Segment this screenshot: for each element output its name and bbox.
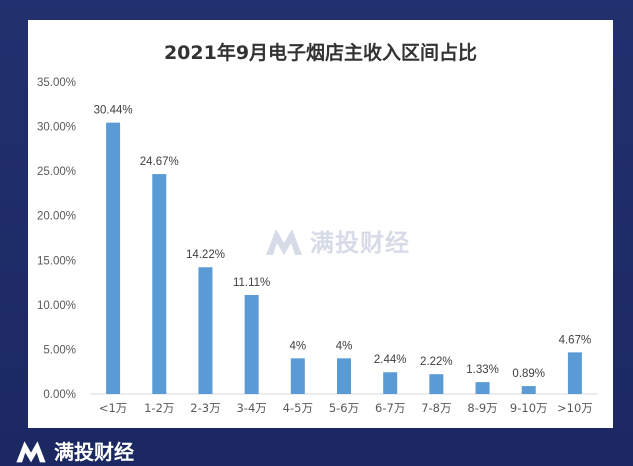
- bar: [337, 358, 351, 394]
- x-tick-label: 4-5万: [283, 401, 313, 415]
- x-tick-label: 3-4万: [236, 401, 266, 415]
- footer-brand: 满投财经: [14, 436, 134, 465]
- bar: [567, 352, 582, 394]
- x-tick-label: 6-7万: [375, 401, 405, 415]
- data-label: 4.67%: [559, 334, 592, 346]
- data-label: 2.44%: [374, 354, 407, 366]
- y-tick-label: 20.00%: [37, 211, 76, 223]
- x-tick-label: 9-10万: [510, 401, 548, 415]
- brand-name: 满投财经: [54, 440, 134, 464]
- data-label: 14.22%: [186, 249, 225, 261]
- y-tick-label: 35.00%: [37, 77, 76, 89]
- y-tick-label: 10.00%: [37, 300, 76, 312]
- y-tick-label: 25.00%: [37, 166, 76, 178]
- x-tick-label: 1-2万: [144, 401, 174, 415]
- x-tick-label: 5-6万: [329, 401, 359, 415]
- mt-logo-icon: [16, 440, 46, 462]
- x-tick-label: >10万: [557, 401, 593, 415]
- x-tick-label: 8-9万: [467, 401, 497, 415]
- data-label: 1.33%: [466, 364, 499, 376]
- y-tick-label: 5.00%: [43, 344, 76, 356]
- data-label: 24.67%: [140, 156, 179, 168]
- y-tick-label: 0.00%: [43, 389, 76, 401]
- bar: [475, 382, 490, 394]
- chart-title: 2021年9月电子烟店主收入区间占比: [163, 42, 478, 64]
- data-label: 2.22%: [420, 356, 453, 368]
- x-tick-label: 7-8万: [421, 401, 451, 415]
- data-label: 0.89%: [512, 368, 545, 380]
- x-tick-label: <1万: [99, 401, 127, 415]
- bar: [290, 358, 305, 394]
- watermark: 满投财经: [264, 223, 410, 258]
- bar: [429, 374, 444, 394]
- x-tick-label: 2-3万: [190, 401, 220, 415]
- watermark-text: 满投财经: [310, 229, 410, 257]
- watermark-logo-icon: [266, 228, 302, 255]
- bar-chart: 0.00% 5.00% 10.00% 15.00% 20.00% 25.00% 30.00%…: [37, 77, 598, 415]
- bar: [198, 267, 213, 394]
- chart-card: 2021年9月电子烟店主收入区间占比 0.00% 5.00% 10.00% 15.00…: [28, 20, 613, 428]
- data-label: 4%: [290, 340, 307, 352]
- data-label: 4%: [336, 340, 353, 352]
- data-label: 30.44%: [94, 105, 133, 117]
- bar: [244, 294, 259, 394]
- bar: [521, 386, 536, 394]
- y-tick-label: 30.00%: [37, 122, 76, 134]
- bar: [152, 174, 167, 394]
- bar: [106, 122, 121, 394]
- bar: [383, 372, 398, 394]
- y-tick-label: 15.00%: [37, 255, 76, 267]
- data-label: 11.11%: [233, 277, 270, 289]
